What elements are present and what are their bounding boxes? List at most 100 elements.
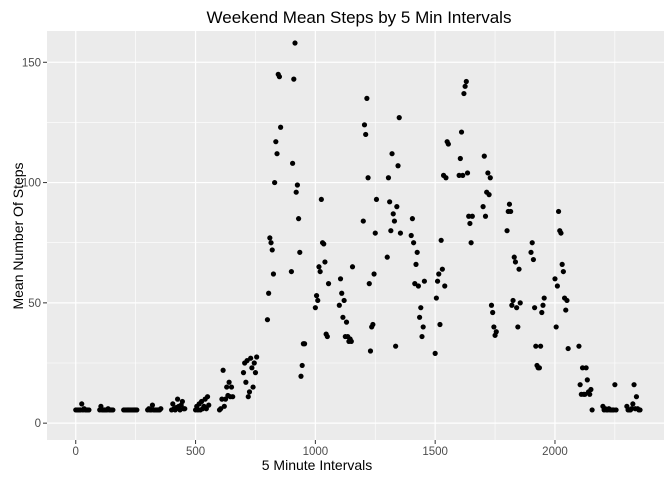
x-tick-label: 0 bbox=[73, 446, 79, 458]
data-point bbox=[312, 305, 318, 311]
data-point bbox=[270, 271, 277, 277]
data-point bbox=[466, 213, 472, 219]
data-point bbox=[245, 394, 251, 400]
grid-major bbox=[47, 31, 664, 440]
data-point bbox=[249, 365, 255, 371]
data-point bbox=[182, 406, 188, 412]
data-point bbox=[291, 76, 297, 82]
data-point bbox=[532, 305, 538, 311]
data-point bbox=[204, 394, 211, 400]
data-point bbox=[206, 402, 212, 408]
data-point bbox=[394, 204, 400, 210]
data-point bbox=[467, 220, 473, 227]
x-tick-label: 1500 bbox=[422, 446, 448, 458]
data-point bbox=[339, 290, 345, 296]
data-point bbox=[421, 278, 427, 284]
data-point bbox=[558, 230, 564, 236]
data-point bbox=[246, 389, 253, 395]
data-point bbox=[587, 391, 593, 397]
data-point bbox=[396, 115, 402, 121]
data-point bbox=[553, 324, 559, 330]
data-point bbox=[318, 196, 324, 203]
data-point bbox=[243, 379, 249, 385]
data-point bbox=[514, 305, 520, 311]
data-point bbox=[613, 407, 619, 413]
data-point bbox=[251, 360, 257, 366]
data-point bbox=[341, 297, 347, 304]
data-point bbox=[418, 305, 424, 311]
data-point bbox=[267, 235, 273, 241]
data-point bbox=[460, 172, 466, 178]
data-point bbox=[315, 297, 321, 304]
data-point bbox=[230, 394, 236, 400]
data-point bbox=[297, 249, 303, 255]
data-point bbox=[481, 153, 487, 159]
data-point bbox=[415, 283, 421, 289]
data-point bbox=[564, 297, 570, 304]
data-point bbox=[420, 324, 426, 330]
data-point bbox=[579, 365, 586, 371]
data-point bbox=[413, 261, 419, 267]
data-point bbox=[340, 314, 346, 320]
data-point bbox=[371, 271, 377, 277]
data-point bbox=[372, 230, 378, 236]
data-point bbox=[509, 302, 515, 308]
data-point bbox=[560, 268, 566, 275]
data-point bbox=[529, 240, 535, 246]
data-point bbox=[539, 309, 545, 316]
data-point bbox=[385, 175, 392, 181]
data-point bbox=[511, 254, 517, 260]
data-point bbox=[436, 271, 442, 277]
data-point bbox=[370, 321, 376, 328]
data-point bbox=[390, 211, 396, 217]
data-point bbox=[633, 394, 640, 400]
data-point bbox=[226, 379, 232, 385]
data-point bbox=[583, 365, 589, 371]
data-point bbox=[510, 297, 516, 304]
data-point bbox=[552, 276, 558, 282]
x-tick-label: 1000 bbox=[303, 446, 329, 458]
data-point bbox=[563, 307, 569, 313]
y-axis-ticks: 0 50 100 150 bbox=[22, 57, 47, 430]
data-point bbox=[408, 232, 414, 239]
data-point bbox=[419, 333, 425, 340]
data-point bbox=[433, 295, 439, 301]
data-point bbox=[224, 384, 230, 390]
data-point bbox=[528, 249, 534, 255]
data-point bbox=[630, 401, 636, 407]
y-tick-label: 0 bbox=[35, 418, 41, 430]
data-point bbox=[631, 382, 637, 388]
data-point bbox=[250, 384, 256, 390]
data-point bbox=[629, 406, 635, 412]
data-point bbox=[220, 367, 226, 373]
data-point bbox=[364, 95, 370, 101]
y-tick-label: 50 bbox=[28, 298, 41, 310]
data-point bbox=[387, 199, 393, 205]
data-point bbox=[293, 189, 299, 195]
data-point bbox=[486, 192, 492, 198]
data-point bbox=[409, 216, 416, 222]
data-point bbox=[389, 151, 395, 157]
data-point bbox=[457, 155, 463, 162]
data-point bbox=[269, 247, 275, 253]
x-axis-ticks: 0 500 1000 1500 2000 bbox=[73, 440, 568, 458]
data-point bbox=[395, 163, 401, 169]
data-point bbox=[461, 90, 467, 97]
y-axis-title: Mean Number Of Steps bbox=[10, 162, 26, 309]
plot-panel bbox=[47, 31, 664, 440]
data-point bbox=[295, 216, 302, 222]
data-point bbox=[360, 218, 366, 224]
data-point bbox=[264, 317, 271, 323]
data-point bbox=[565, 345, 571, 352]
chart-title: Weekend Mean Steps by 5 Min Intervals bbox=[207, 8, 512, 27]
data-point bbox=[443, 175, 449, 181]
data-point bbox=[445, 141, 451, 147]
data-point bbox=[158, 406, 164, 412]
data-point bbox=[349, 264, 356, 270]
x-tick-label: 2000 bbox=[542, 446, 568, 458]
data-point bbox=[384, 254, 390, 260]
data-point bbox=[488, 302, 495, 308]
x-axis-title: 5 Minute Intervals bbox=[262, 457, 373, 473]
data-point bbox=[577, 382, 583, 388]
data-point bbox=[110, 407, 116, 413]
